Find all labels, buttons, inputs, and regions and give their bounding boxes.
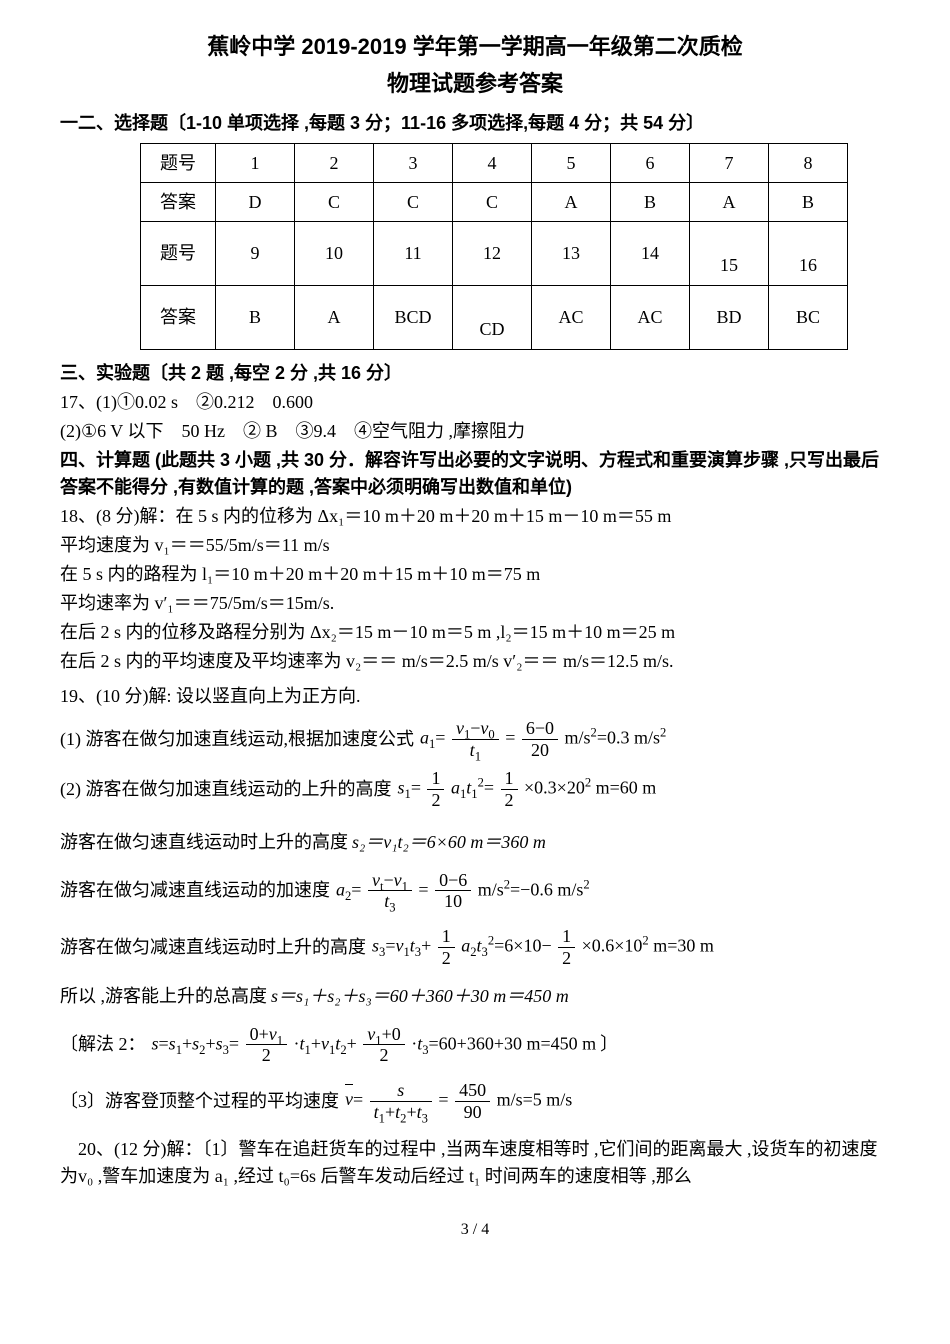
formula-s1: s1= 12 a1t12= 12 ×0.3×202 m=60 m xyxy=(398,768,657,810)
table-cell: AC xyxy=(532,286,611,350)
q20-text: 20、(12 分)解：〔1〕警车在追赶货车的过程中 ,当两车速度相等时 ,它们间… xyxy=(60,1136,890,1190)
q19-l0: 19、(10 分)解: 设以竖直向上为正方向. xyxy=(60,683,890,710)
table-cell: 15 xyxy=(690,222,769,286)
q18-l5: 在后 2 s 内的位移及路程分别为 Δx₂＝15 m－10 m＝5 m ,l₂＝… xyxy=(60,619,890,646)
q19-p3-lead: 游客在做匀速直线运动时上升的高度 xyxy=(60,829,348,856)
table-cell: BD xyxy=(690,286,769,350)
table-cell: 9 xyxy=(216,222,295,286)
table-cell: 16 xyxy=(769,222,848,286)
table-cell: A xyxy=(690,183,769,222)
title-line-1: 蕉岭中学 2019-2019 学年第一学期高一年级第二次质检 xyxy=(60,30,890,63)
q19-formula-1: (1) 游客在做匀加速直线运动,根据加速度公式 a1= v1−v0t1 = 6−… xyxy=(60,718,890,760)
q18-l4: 平均速率为 v′₁＝＝75/5m/s＝15m/s. xyxy=(60,590,890,617)
table-cell: 5 xyxy=(532,144,611,183)
table-cell: 2 xyxy=(295,144,374,183)
q19-formula-2: (2) 游客在做匀加速直线运动的上升的高度 s1= 12 a1t12= 12 ×… xyxy=(60,768,890,810)
table-cell: BC xyxy=(769,286,848,350)
table-cell: B xyxy=(769,183,848,222)
q19-p2-lead: (2) 游客在做匀加速直线运动的上升的高度 xyxy=(60,776,392,803)
table-cell: C xyxy=(453,183,532,222)
row-label: 答案 xyxy=(141,286,216,350)
table-cell: 4 xyxy=(453,144,532,183)
q19-p4-lead: 游客在做匀减速直线运动的加速度 xyxy=(60,877,330,904)
title-line-2: 物理试题参考答案 xyxy=(60,67,890,100)
table-cell: 6 xyxy=(611,144,690,183)
row-label: 题号 xyxy=(141,144,216,183)
table-cell: 3 xyxy=(374,144,453,183)
table-cell: 8 xyxy=(769,144,848,183)
formula-s3: s3=v1t3+ 12 a2t32=6×10− 12 ×0.6×102 m=30… xyxy=(372,926,714,968)
q19-formula-6: 所以 ,游客能上升的总高度 s＝s₁＋s₂＋s₃＝60＋360＋30 m＝450… xyxy=(60,983,890,1010)
answers-table: 题号 1 2 3 4 5 6 7 8 答案 D C C C A B A B 题号… xyxy=(140,143,848,350)
table-cell: AC xyxy=(611,286,690,350)
q19-p7-close: 〕 xyxy=(600,1031,618,1058)
formula-method2: s=s1+s2+s3= 0+v12 ·t1+v1t2+ v1+02 ·t3=60… xyxy=(152,1024,597,1066)
q19-p7-lead: 〔解法 2： xyxy=(60,1031,146,1058)
q17-line-a: 17、(1)①0.02 s ②0.212 0.600 xyxy=(60,389,890,416)
q18-l3: 在 5 s 内的路程为 l₁＝10 m＋20 m＋20 m＋15 m＋10 m＝… xyxy=(60,561,890,588)
table-cell: A xyxy=(532,183,611,222)
table-cell: 13 xyxy=(532,222,611,286)
row-label: 答案 xyxy=(141,183,216,222)
table-cell: 10 xyxy=(295,222,374,286)
page-footer: 3 / 4 xyxy=(60,1218,890,1242)
table-cell: CD xyxy=(453,286,532,350)
formula-vbar: v= st1+t2+t3 = 45090 m/s=5 m/s xyxy=(345,1080,572,1122)
table-cell: D xyxy=(216,183,295,222)
section-b-head: 三、实验题〔共 2 题 ,每空 2 分 ,共 16 分〕 xyxy=(60,360,890,387)
table-cell: 7 xyxy=(690,144,769,183)
table-cell: B xyxy=(216,286,295,350)
q19-p5-lead: 游客在做匀减速直线运动时上升的高度 xyxy=(60,934,366,961)
q19-formula-4: 游客在做匀减速直线运动的加速度 a2= vt−v1t3 = 0−610 m/s2… xyxy=(60,870,890,912)
q19-p1-lead: (1) 游客在做匀加速直线运动,根据加速度公式 xyxy=(60,726,414,753)
table-cell: C xyxy=(295,183,374,222)
section-c-head: 四、计算题 (此题共 3 小题 ,共 30 分．解容许写出必要的文字说明、方程式… xyxy=(60,447,890,501)
q19-p6-lead: 所以 ,游客能上升的总高度 xyxy=(60,983,267,1010)
section-a-head: 一二、选择题〔1-10 单项选择 ,每题 3 分；11-16 多项选择,每题 4… xyxy=(60,110,890,137)
formula-a2: a2= vt−v1t3 = 0−610 m/s2=−0.6 m/s2 xyxy=(336,870,590,912)
table-cell: 1 xyxy=(216,144,295,183)
q18-l6: 在后 2 s 内的平均速度及平均速率为 v₂＝＝ m/s＝2.5 m/s v′₂… xyxy=(60,648,890,675)
formula-a1: a1= v1−v0t1 = 6−020 m/s2=0.3 m/s2 xyxy=(420,718,666,760)
table-cell: A xyxy=(295,286,374,350)
q19-formula-8: 〔3〕游客登顶整个过程的平均速度 v= st1+t2+t3 = 45090 m/… xyxy=(60,1080,890,1122)
q17-line-b: (2)①6 V 以下 50 Hz ② B ③9.4 ④空气阻力 ,摩擦阻力 xyxy=(60,418,890,445)
formula-s2: s₂＝v₁t₂＝6×60 m＝360 m xyxy=(352,829,546,856)
q18-l2: 平均速度为 v₁＝＝55/5m/s＝11 m/s xyxy=(60,532,890,559)
table-cell: 14 xyxy=(611,222,690,286)
q19-p8-lead: 〔3〕游客登顶整个过程的平均速度 xyxy=(60,1088,339,1115)
table-cell: BCD xyxy=(374,286,453,350)
row-label: 题号 xyxy=(141,222,216,286)
q19-formula-7: 〔解法 2： s=s1+s2+s3= 0+v12 ·t1+v1t2+ v1+02… xyxy=(60,1024,890,1066)
table-cell: C xyxy=(374,183,453,222)
table-cell: B xyxy=(611,183,690,222)
q19-formula-3: 游客在做匀速直线运动时上升的高度 s₂＝v₁t₂＝6×60 m＝360 m xyxy=(60,829,890,856)
table-cell: 12 xyxy=(453,222,532,286)
formula-s-total: s＝s₁＋s₂＋s₃＝60＋360＋30 m＝450 m xyxy=(271,983,569,1010)
q19-formula-5: 游客在做匀减速直线运动时上升的高度 s3=v1t3+ 12 a2t32=6×10… xyxy=(60,926,890,968)
q18-l1: 18、(8 分)解：在 5 s 内的位移为 Δx₁＝10 m＋20 m＋20 m… xyxy=(60,503,890,530)
table-cell: 11 xyxy=(374,222,453,286)
